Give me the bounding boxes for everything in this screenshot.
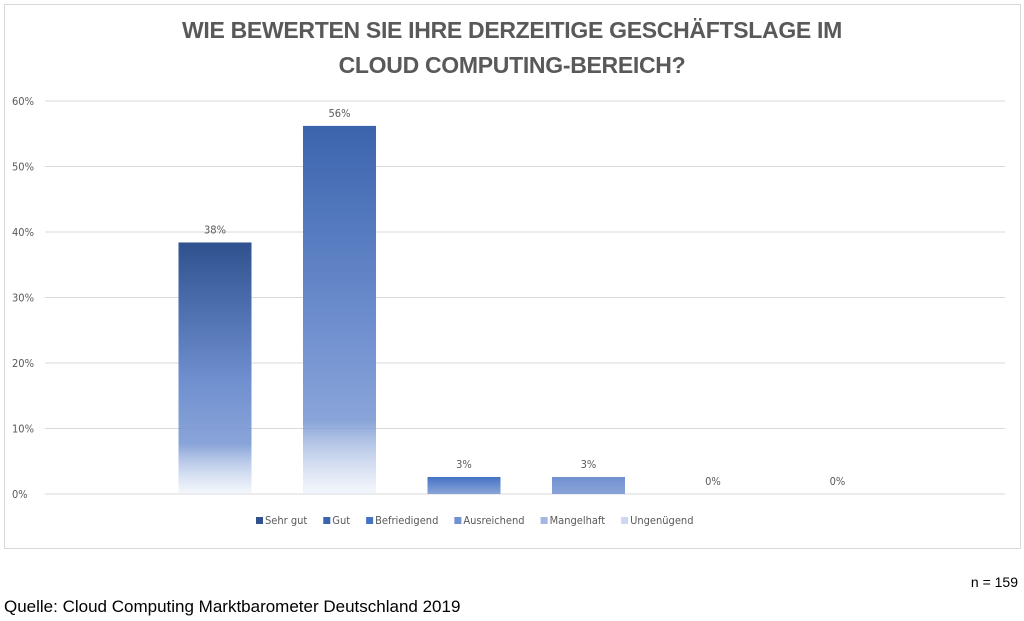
source-note: Quelle: Cloud Computing Marktbarometer D… [4, 597, 461, 616]
bar-ausreichend [552, 476, 625, 494]
data-label: 3% [456, 458, 472, 471]
legend-swatch [366, 517, 374, 524]
y-tick-label: 20% [12, 357, 34, 370]
bar-sehr-gut [178, 242, 252, 494]
data-label: 0% [830, 475, 846, 488]
chart-title-line-1: WIE BEWERTEN SIE IHRE DERZEITIGE GESCHÄF… [181, 17, 842, 43]
y-tick-label: 50% [12, 161, 34, 174]
legend-label: Gut [332, 514, 350, 527]
data-label: 3% [581, 458, 597, 471]
legend-swatch [540, 517, 548, 524]
y-tick-label: 40% [12, 226, 34, 239]
y-tick-label: 10% [12, 423, 34, 436]
bar-befriedigend [427, 476, 501, 494]
data-label: 56% [329, 107, 351, 120]
bar-chart: 0% 10% 20% 30% 40% 50% 60% 38% 56% 3% 3% 0% 0% Sehr g… [12, 95, 1005, 527]
legend-label: Ausreichend [463, 514, 524, 527]
legend-swatch [621, 517, 629, 524]
chart-container [4, 4, 1021, 549]
y-tick-label: 0% [12, 488, 28, 501]
sample-size: n = 159 [970, 574, 1018, 590]
y-tick-label: 30% [12, 292, 34, 305]
chart-title-line-2: CLOUD COMPUTING-BEREICH? [338, 52, 686, 78]
legend-label: Sehr gut [265, 514, 307, 527]
legend-label: Befriedigend [375, 514, 438, 527]
y-tick-label: 60% [12, 95, 34, 108]
bar-gut [303, 125, 376, 494]
data-label: 38% [204, 223, 226, 236]
legend-swatch [454, 517, 462, 524]
legend-label: Mangelhaft [550, 514, 606, 527]
data-label: 0% [705, 475, 721, 488]
legend-swatch [323, 517, 331, 524]
legend-label: Ungenügend [630, 514, 693, 527]
legend-swatch [256, 517, 263, 524]
